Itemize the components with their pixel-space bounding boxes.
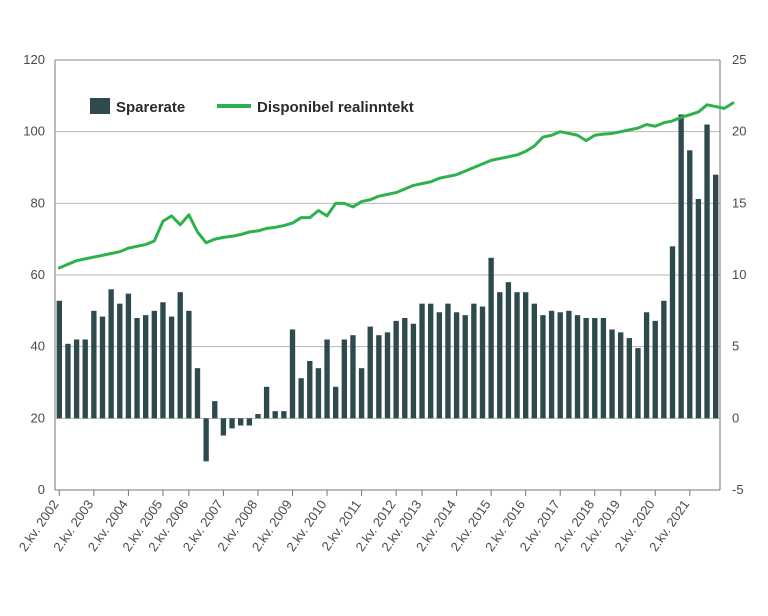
bar [661, 301, 666, 419]
bar [713, 175, 718, 419]
bar [134, 318, 139, 418]
bar [411, 324, 416, 419]
y-right-tick-label: 0 [732, 410, 739, 425]
y-left-tick-label: 120 [23, 52, 45, 67]
bar [618, 332, 623, 418]
bar [186, 311, 191, 419]
bar [437, 312, 442, 418]
bar [229, 418, 234, 428]
bar [670, 246, 675, 418]
bar [428, 304, 433, 419]
bar [635, 348, 640, 418]
bar [523, 292, 528, 418]
chart-container: 020406080100120-505101520252.kv. 20022.k… [0, 0, 768, 616]
bar [83, 340, 88, 419]
bar [212, 401, 217, 418]
y-right-tick-label: 15 [732, 195, 746, 210]
y-right-tick-label: -5 [732, 482, 744, 497]
bar [108, 289, 113, 418]
bar [532, 304, 537, 419]
bar [74, 340, 79, 419]
bar [359, 368, 364, 418]
chart-svg: 020406080100120-505101520252.kv. 20022.k… [0, 0, 768, 616]
y-left-tick-label: 80 [31, 195, 45, 210]
bar [480, 307, 485, 419]
y-left-tick-label: 0 [38, 482, 45, 497]
bar [583, 318, 588, 418]
bar [247, 418, 252, 425]
y-right-tick-label: 5 [732, 339, 739, 354]
legend-swatch-bar [90, 98, 110, 114]
bar [558, 312, 563, 418]
bar [601, 318, 606, 418]
bar [609, 329, 614, 418]
y-left-tick-label: 60 [31, 267, 45, 282]
bar [653, 321, 658, 418]
bar [376, 335, 381, 418]
y-right-tick-label: 25 [732, 52, 746, 67]
bar [566, 311, 571, 419]
y-left-tick-label: 40 [31, 339, 45, 354]
bar [678, 114, 683, 418]
bar [290, 329, 295, 418]
bar [471, 304, 476, 419]
bar [592, 318, 597, 418]
bar [342, 340, 347, 419]
bar [506, 282, 511, 418]
bar [264, 387, 269, 419]
bar [454, 312, 459, 418]
bar [644, 312, 649, 418]
bar [117, 304, 122, 419]
bar [575, 315, 580, 418]
bar [445, 304, 450, 419]
bar [488, 258, 493, 419]
bar [687, 150, 692, 418]
line-series [59, 103, 733, 268]
bar [350, 335, 355, 418]
bar [540, 315, 545, 418]
y-left-tick-label: 20 [31, 410, 45, 425]
bar [281, 411, 286, 418]
bar [273, 411, 278, 418]
bar [238, 418, 243, 425]
bar [221, 418, 226, 435]
bar [65, 344, 70, 419]
bar [419, 304, 424, 419]
legend-label-line: Disponibel realinntekt [257, 99, 414, 116]
bar [298, 378, 303, 418]
bar [178, 292, 183, 418]
bar [169, 317, 174, 419]
bar [143, 315, 148, 418]
bar [514, 292, 519, 418]
bar [549, 311, 554, 419]
bar [57, 301, 62, 419]
legend-label-bar: Sparerate [116, 99, 185, 116]
y-right-tick-label: 20 [732, 124, 746, 139]
bar [91, 311, 96, 419]
bar [368, 327, 373, 419]
bar [126, 294, 131, 419]
bar [307, 361, 312, 418]
bar [324, 340, 329, 419]
bar [195, 368, 200, 418]
bar [696, 199, 701, 418]
bar [160, 302, 165, 418]
bar [385, 332, 390, 418]
bar [203, 418, 208, 461]
bar [393, 321, 398, 418]
bar [704, 125, 709, 419]
bar [316, 368, 321, 418]
y-right-tick-label: 10 [732, 267, 746, 282]
y-left-tick-label: 100 [23, 124, 45, 139]
bar [152, 311, 157, 419]
bar [333, 387, 338, 419]
bar [100, 317, 105, 419]
bar [255, 414, 260, 418]
bar [463, 315, 468, 418]
bar [497, 292, 502, 418]
bar [627, 338, 632, 418]
bar [402, 318, 407, 418]
